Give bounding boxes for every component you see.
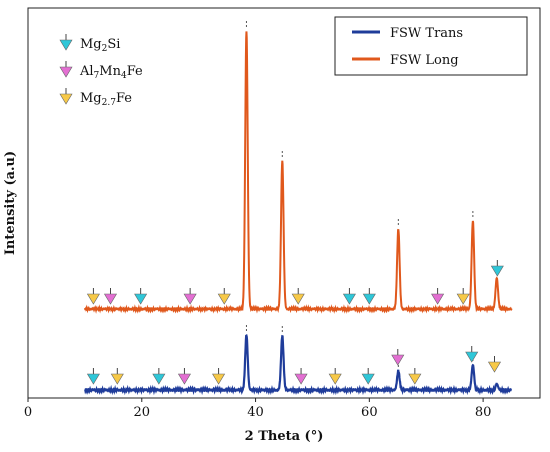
- legend-marker-al7mn4fe: [59, 61, 73, 78]
- legend-label-fsw-long: FSW Long: [390, 53, 459, 68]
- phase-marker-mg2si: [134, 288, 148, 305]
- phase-marker-al7mn4fe: [103, 288, 118, 305]
- x-tick-label: 20: [134, 405, 151, 420]
- phase-marker-mg2si: [152, 368, 166, 385]
- legend-marker-mg2si: [59, 34, 73, 51]
- series-layer: [83, 21, 513, 396]
- phase-marker-al7mn4fe: [183, 288, 197, 305]
- phase-marker-mg27fe: [212, 368, 226, 385]
- phase-marker-mg2si: [361, 368, 375, 385]
- series-line-fsw-trans: [84, 334, 513, 396]
- phase-marker-mg27fe: [217, 288, 231, 305]
- series-legend: FSW Trans FSW Long: [334, 16, 528, 76]
- x-axis-ticks: 0 20 40 60 80: [24, 398, 492, 420]
- y-axis-title: Intensity (a.u): [3, 151, 18, 255]
- x-tick-label: 40: [247, 405, 264, 420]
- legend-label-al7mn4fe: Al7Mn4Fe: [79, 64, 143, 81]
- phase-marker-al7mn4fe: [177, 368, 191, 385]
- phase-marker-mg27fe: [328, 368, 342, 385]
- plot-area-frame: [27, 7, 541, 399]
- phase-marker-mg2si: [465, 346, 479, 363]
- phase-marker-mg2si: [490, 260, 504, 277]
- x-axis-title: 2 Theta (°): [245, 429, 324, 444]
- x-tick-label: 0: [24, 405, 32, 420]
- phase-marker-mg2si: [86, 368, 100, 385]
- series-legend-box: [334, 16, 528, 76]
- phase-marker-mg2si: [362, 288, 376, 305]
- phase-marker-al7mn4fe: [294, 368, 308, 385]
- phase-marker-mg2si: [342, 288, 356, 305]
- phase-marker-mg27fe: [408, 368, 422, 385]
- phase-marker-layer: [86, 260, 504, 385]
- x-tick-label: 60: [361, 405, 378, 420]
- legend-marker-mg27fe: [59, 88, 73, 105]
- legend-label-fsw-trans: FSW Trans: [390, 26, 463, 41]
- phase-marker-mg27fe: [86, 288, 100, 305]
- phase-marker-mg27fe: [291, 288, 305, 305]
- phase-marker-al7mn4fe: [391, 349, 405, 366]
- legend-label-mg27fe: Mg2.7Fe: [80, 91, 132, 108]
- x-tick-label: 80: [475, 405, 492, 420]
- series-line-fsw-long: [83, 31, 513, 314]
- phase-legend: Mg2Si Al7Mn4Fe Mg2.7Fe: [59, 34, 143, 108]
- phase-marker-mg27fe: [456, 288, 470, 305]
- phase-marker-mg27fe: [487, 356, 502, 373]
- legend-label-mg2si: Mg2Si: [80, 37, 120, 54]
- phase-marker-mg27fe: [110, 368, 124, 385]
- phase-marker-al7mn4fe: [431, 288, 445, 305]
